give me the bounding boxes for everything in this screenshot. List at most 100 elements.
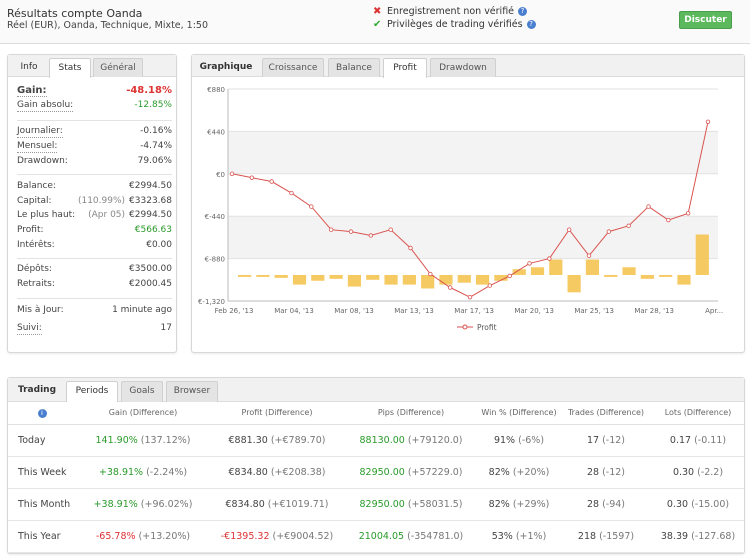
win-cell: 91% (-6%) [478, 424, 560, 457]
profit-bar [274, 274, 288, 278]
tab-drawdown[interactable]: Drawdown [430, 58, 496, 77]
help-icon[interactable]: ? [526, 20, 536, 29]
info-header: i [8, 402, 76, 425]
stat-interest: Intérêts: €0.00 [17, 240, 172, 252]
gain-cell-value: +38.91% [93, 498, 138, 510]
pips-cell-value: 21004.05 [358, 530, 405, 542]
col-lots: Lots (Difference) [652, 402, 744, 425]
follow-value: 17 [160, 323, 172, 333]
gain-label: Gain: [17, 85, 47, 97]
highest-date: (Apr 05) [88, 210, 126, 220]
account-header: Résultats compte Oanda Réel (EUR), Oanda… [0, 0, 750, 44]
win-cell-value: 82% [488, 498, 510, 510]
capital-label: Capital: [17, 196, 52, 206]
period-cell: Today [8, 424, 76, 457]
pips-cell-value: 88130.00 [359, 434, 405, 446]
lots-cell: 0.30 (-15.00) [652, 488, 744, 521]
trading-tabbar: Trading Periods Goals Browser [8, 378, 744, 402]
gain-cell: +38.91% (-2.24%) [76, 456, 210, 489]
tab-periods[interactable]: Periods [66, 381, 118, 402]
tab-graphique: Graphique [199, 62, 253, 72]
lots-cell-value: 0.30 [666, 498, 689, 510]
trades-cell-value: 218 [577, 530, 597, 542]
profit-point [685, 211, 691, 216]
tab-browser[interactable]: Browser [166, 381, 218, 402]
account-subtitle: Réel (EUR), Oanda, Technique, Mixte, 1:5… [7, 20, 209, 31]
lots-cell-value: 0.17 [669, 434, 692, 446]
pips-cell: 21004.05 (-354781.0) [344, 520, 478, 553]
gain-cell-value: 141.90% [95, 434, 138, 446]
stat-balance: Balance: €2994.50 [17, 181, 172, 193]
follow-label[interactable]: Suivi: [17, 323, 42, 335]
gain-cell-diff: (+13.20%) [135, 530, 191, 542]
y-tick-label: €440 [207, 128, 225, 136]
table-row: Today 141.90% (137.12%) €881.30 (+€789.70)… [8, 424, 744, 457]
tab-general[interactable]: Général [93, 58, 143, 77]
profit-bar [238, 274, 252, 277]
status-verified: ✔ Privilèges de trading vérifiés ? [373, 19, 536, 30]
gain-abs-value: -12.85% [134, 100, 172, 110]
profit-bar [695, 234, 709, 275]
y-tick-label: €-440 [205, 213, 225, 221]
tab-goals[interactable]: Goals [121, 381, 163, 402]
profit-bar [567, 274, 581, 293]
stat-drawdown: Drawdown: 79.06% [17, 156, 172, 168]
deposits-value: €3500.00 [129, 264, 172, 274]
profit-cell-diff: (+€208.38) [267, 466, 326, 478]
profit-point [328, 227, 334, 232]
period-cell: This Week [8, 456, 76, 489]
stat-capital: Capital: (110.99%) €3323.68 [17, 196, 172, 208]
lots-cell-value: 0.30 [672, 466, 695, 478]
highest-label: Le plus haut: [17, 210, 76, 220]
tab-profit[interactable]: Profit [383, 58, 427, 78]
profit-bar [402, 274, 416, 285]
discuss-button[interactable]: Discuter [679, 11, 732, 29]
tab-stats[interactable]: Stats [49, 58, 91, 78]
deposits-label: Dépôts: [17, 264, 52, 274]
profit-point [309, 204, 314, 209]
lots-cell-diff: (-127.68) [688, 530, 736, 542]
win-cell: 82% (+29%) [478, 488, 560, 521]
x-tick-label: Mar 25, '13 [574, 307, 614, 315]
x-tick-label: Mar 13, '13 [394, 307, 434, 315]
x-tick-label: Apr... [705, 307, 723, 315]
profit-point [507, 273, 512, 279]
lots-cell: 0.30 (-2.2) [652, 456, 744, 489]
lots-cell-diff: (-15.00) [688, 498, 730, 510]
win-cell: 82% (+20%) [478, 456, 560, 489]
pips-cell-value: 82950.00 [359, 498, 405, 510]
profit-point [249, 175, 255, 180]
trades-cell: 17 (-12) [560, 424, 652, 457]
win-cell-value: 82% [488, 466, 510, 478]
lots-cell-value: 38.39 [660, 530, 689, 542]
y-tick-label: €0 [216, 171, 225, 179]
table-header-row: i Gain (Difference) Profit (Difference) … [8, 402, 744, 425]
balance-label: Balance: [17, 181, 56, 191]
profit-bar [530, 267, 545, 275]
tab-croissance[interactable]: Croissance [262, 58, 324, 77]
profit-bar [585, 259, 600, 275]
tab-balance[interactable]: Balance [328, 58, 380, 77]
profit-bar [256, 274, 270, 277]
chart-tabbar: Graphique Croissance Balance Profit Draw… [192, 55, 744, 78]
profit-bar [421, 274, 435, 289]
gain-cell-diff: (+96.02%) [137, 498, 193, 510]
pips-cell-diff: (+79120.0) [404, 434, 463, 446]
profit-bar [439, 274, 453, 285]
x-tick-label: Mar 20, '13 [514, 307, 554, 315]
profit-point [229, 171, 235, 176]
balance-value: €2994.50 [129, 181, 172, 191]
profit-point [666, 217, 671, 223]
tab-info[interactable]: Info [20, 62, 38, 72]
info-icon[interactable]: i [37, 408, 47, 418]
profit-bar [622, 267, 636, 275]
account-title: Résultats compte Oanda [7, 7, 143, 20]
stat-deposits: Dépôts: €3500.00 [17, 264, 172, 276]
gain-cell: -65.78% (+13.20%) [76, 520, 210, 553]
win-cell-diff: (+29%) [509, 498, 550, 510]
profit-cell: €834.80 (+€208.38) [210, 456, 344, 489]
profit-bar [494, 274, 508, 281]
x-tick-label: Mar 17, '13 [454, 307, 494, 315]
help-icon[interactable]: ? [518, 7, 528, 16]
profit-point [348, 229, 354, 234]
